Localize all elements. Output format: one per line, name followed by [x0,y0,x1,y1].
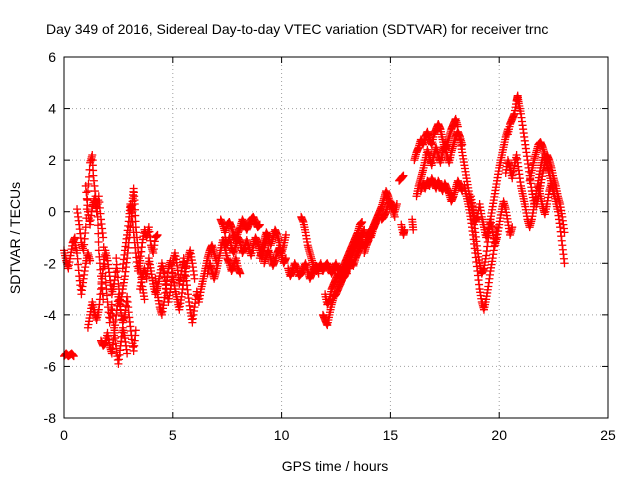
data-point [86,256,95,265]
data-point [399,171,408,180]
x-tick-label: 15 [383,427,399,443]
y-tick-label: -8 [44,410,57,426]
data-point [236,269,245,278]
data-point [255,220,264,229]
y-tick-label: 2 [48,152,56,168]
data-point [131,326,140,335]
data-point [392,199,401,208]
x-tick-label: 20 [491,427,507,443]
data-point [94,238,103,247]
y-tick-label: 4 [48,101,56,117]
data-point [358,218,367,227]
x-tick-label: 0 [60,427,68,443]
data-point [281,230,290,239]
x-tick-label: 5 [169,427,177,443]
y-tick-label: -6 [44,358,57,374]
data-point [560,228,569,237]
data-point [94,221,102,230]
data-point [85,172,94,181]
data-point [83,187,92,196]
data-point [281,254,290,263]
y-tick-label: -2 [44,255,57,271]
data-point [549,189,558,198]
x-tick-label: 25 [600,427,616,443]
chart-title: Day 349 of 2016, Sidereal Day-to-day VTE… [46,21,548,37]
data-point [400,225,409,234]
plot-border [63,56,609,419]
y-tick-label: 6 [48,49,56,65]
data-point [190,274,199,283]
data-point [560,259,569,268]
data-point [508,223,517,232]
data-point [123,349,132,358]
data-point [140,295,149,304]
data-markers [60,91,569,368]
data-point [99,233,108,242]
y-tick-label: -4 [44,307,57,323]
data-point [81,223,90,232]
data-point [153,230,162,239]
data-point [69,352,78,361]
x-tick-label: 10 [274,427,290,443]
y-tick-label: 0 [48,204,56,220]
y-axis-label: SDTVAR / TECUs [7,182,23,294]
data-point [409,225,418,234]
x-axis-label: GPS time / hours [282,458,389,474]
